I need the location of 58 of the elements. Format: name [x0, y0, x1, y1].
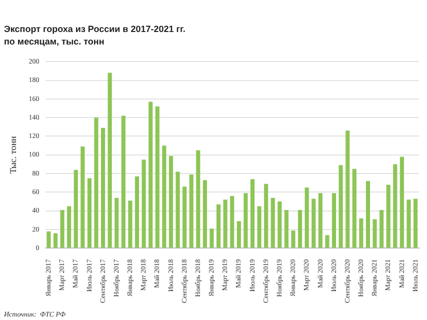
bar	[189, 174, 194, 248]
bar	[60, 210, 64, 248]
bar	[74, 170, 78, 248]
bar	[176, 172, 180, 248]
y-axis-title: Тыс. тонн	[8, 136, 18, 174]
bar	[210, 228, 214, 248]
bar	[162, 146, 166, 248]
bar	[46, 231, 51, 248]
bar	[338, 165, 343, 248]
bar	[250, 179, 255, 248]
bar	[413, 198, 418, 248]
bar	[168, 156, 174, 248]
bar	[87, 178, 92, 248]
bar	[318, 193, 322, 248]
bar	[380, 210, 384, 248]
bar	[108, 72, 112, 248]
bar	[346, 130, 350, 248]
bar	[223, 200, 228, 248]
bar	[121, 116, 126, 248]
bar	[284, 210, 288, 248]
bar	[80, 146, 85, 248]
bar	[216, 204, 221, 248]
bar	[53, 233, 58, 248]
bar	[264, 184, 268, 248]
bar	[182, 186, 187, 248]
bar	[114, 198, 119, 248]
bar	[67, 206, 72, 248]
bar	[101, 128, 106, 248]
bar	[257, 206, 262, 248]
bar	[332, 193, 336, 248]
bar	[304, 188, 309, 248]
bar	[278, 202, 282, 248]
bar	[386, 184, 390, 248]
bar	[325, 235, 330, 248]
chart-subtitle: по месяцам, тыс. тонн	[4, 36, 104, 47]
bar	[202, 180, 207, 248]
bar	[155, 106, 160, 248]
bar	[372, 219, 377, 248]
bar	[244, 193, 248, 248]
bar	[134, 176, 140, 248]
bar	[142, 160, 146, 248]
bar	[128, 200, 132, 248]
bar	[406, 200, 411, 248]
bar	[236, 221, 241, 248]
bar	[312, 198, 316, 248]
bar	[352, 168, 356, 248]
bar	[148, 102, 153, 248]
bar	[230, 196, 234, 248]
bar	[298, 210, 302, 248]
bar	[94, 118, 98, 248]
bar	[400, 156, 404, 248]
bar	[359, 218, 364, 248]
bar	[291, 230, 296, 248]
bar	[366, 181, 370, 248]
bar	[196, 150, 200, 248]
bar	[393, 164, 398, 248]
bar	[270, 198, 275, 248]
chart-title: Экспорт гороха из России в 2017-2021 гг.	[4, 24, 186, 34]
